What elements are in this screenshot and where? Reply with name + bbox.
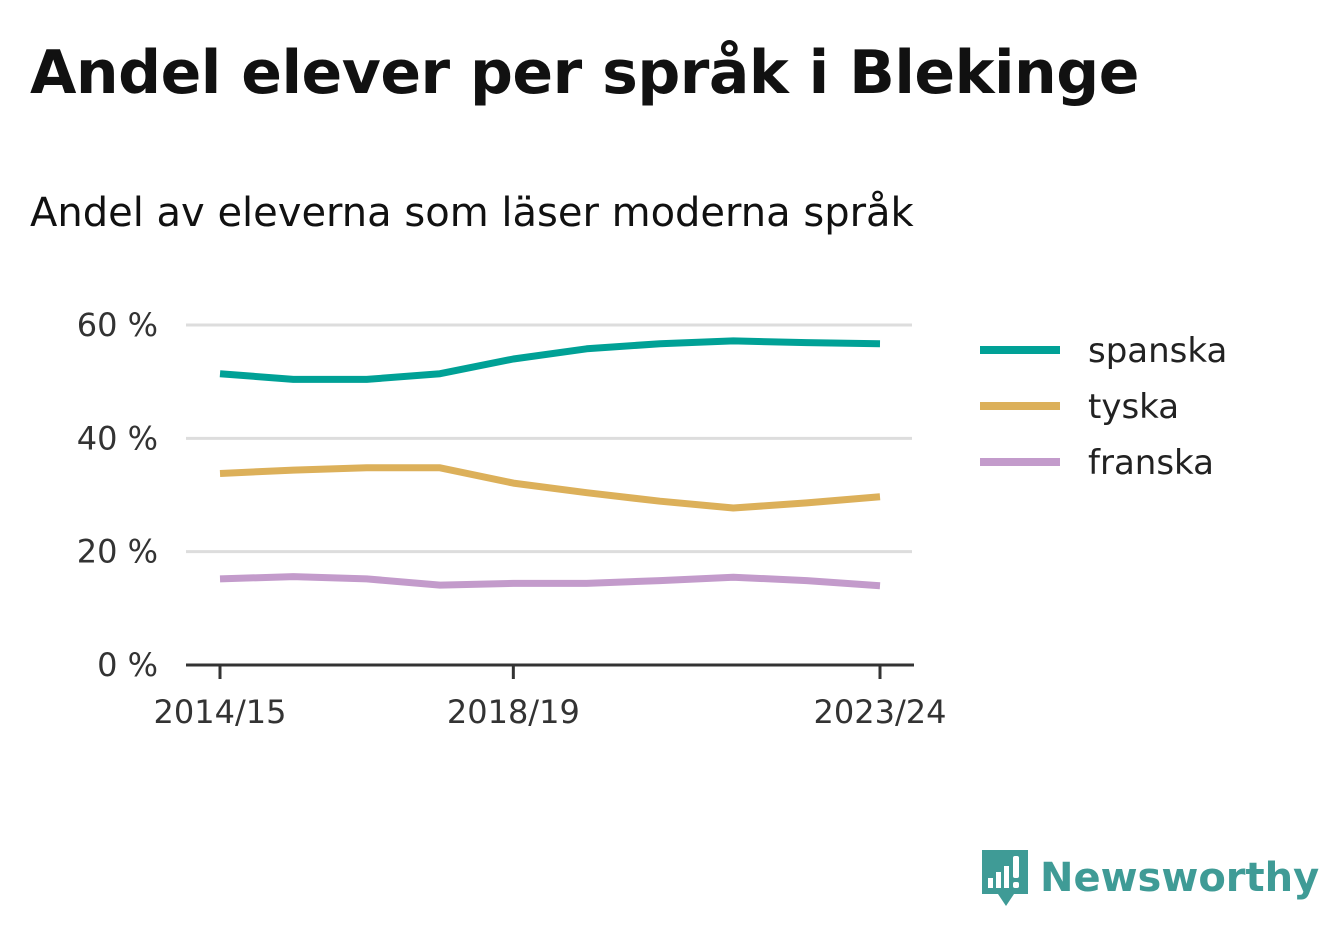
y-tick-label: 20 % [77,533,158,571]
x-tick-label: 2023/24 [814,693,947,731]
x-tick-label: 2018/19 [447,693,580,731]
y-tick-label: 40 % [77,419,158,457]
x-tick-label: 2014/15 [154,693,287,731]
series-lines [219,337,881,590]
y-tick-label: 0 % [97,646,158,684]
brand-name: Newsworthy [1040,855,1320,901]
x-axis: 2014/15 2018/19 2023/24 [154,663,947,731]
legend: spanska tyska franska [980,331,1227,483]
y-axis: 0 % 20 % 40 % 60 % [77,306,158,684]
newsworthy-logo-icon [982,850,1028,906]
series-line-spanska [219,337,881,383]
legend-label-franska: franska [1088,443,1214,483]
chart-subtitle: Andel av eleverna som läser moderna språ… [30,190,914,236]
legend-label-tyska: tyska [1088,387,1179,427]
grid-lines [186,323,912,554]
y-tick-label: 60 % [77,306,158,344]
brand-logo: Newsworthy [980,848,1319,908]
series-line-tyska [219,464,881,512]
line-chart: 0 % 20 % 40 % 60 % 2014/15 2018/19 2023/24 sp… [77,306,1228,731]
series-line-franska [219,573,881,590]
legend-label-spanska: spanska [1088,331,1227,371]
chart-title: Andel elever per språk i Blekinge [30,38,1139,108]
